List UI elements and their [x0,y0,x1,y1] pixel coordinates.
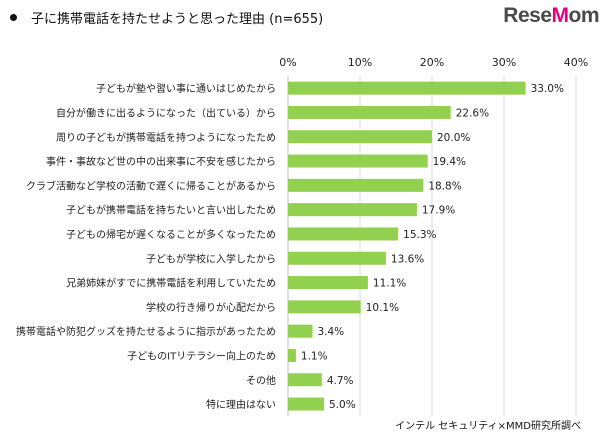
category-label: 兄弟姉妹がすでに携帯電話を利用していたため [66,277,276,290]
value-label: 4.7% [327,375,354,387]
category-labels: 子どもが塾や習い事に通いはじめたから自分が働きに出るようになった（出ている）から… [16,82,276,411]
bar [288,276,368,290]
value-label: 5.0% [329,399,356,411]
bar [288,203,417,217]
chart-title: 子に携帯電話を持たせようと思った理由 (n=655) [31,11,324,27]
category-label: 子どもの帰宅が遅くなることが多くなったため [66,228,276,241]
bullet-icon [10,13,17,21]
logo-text-accent: M [551,4,570,27]
bar [288,373,322,387]
bar [288,397,324,411]
category-label: 子どものITリテラシー向上のため [127,349,276,362]
value-label: 17.9% [422,205,455,217]
value-label: 19.4% [433,156,466,168]
tick-label: 40% [564,56,588,69]
tick-label: 10% [348,56,372,69]
logo-text-end: om [568,4,600,27]
value-label: 22.6% [456,107,489,119]
value-labels: 33.0% 22.6% 20.0% 19.4% 18.8% 17.9% 15.3% 13.6%… [301,83,564,411]
bars [288,81,526,411]
bar [288,227,399,241]
category-label: 子どもが学校に入学したから [146,252,276,265]
bar [288,348,296,362]
category-label: 特に理由はない [206,398,276,411]
category-label: 携帯電話や防犯グッズを持たせるように指示があったため [16,325,276,338]
category-label: 子どもが携帯電話を持ちたいと言い出したため [66,204,276,217]
bar [288,105,451,119]
value-label: 18.8% [428,180,461,192]
bar [288,324,313,338]
category-label: その他 [246,374,276,387]
bar [288,251,386,265]
resemom-logo: ReseMom [503,4,599,28]
value-label: 13.6% [391,253,424,265]
title-row: 子に携帯電話を持たせようと思った理由 (n=655) [10,6,323,28]
bar [288,130,432,144]
logo-text-main: Rese [503,4,552,27]
value-label: 10.1% [366,302,399,314]
category-label: 自分が働きに出るようになった（出ている）から [56,106,276,119]
value-label: 33.0% [531,83,564,95]
category-label: 事件・事故など世の中の出来事に不安を感じたから [46,155,276,168]
grid-layer [287,76,577,417]
tick-label: 0% [279,56,296,69]
value-label: 20.0% [437,132,470,144]
category-label: 周りの子どもが携帯電話を持つようになったため [56,131,276,144]
tick-labels: 0% 10% 20% 30% 40% [279,56,588,69]
source-note: インテル セキュリティ×MMD研究所調べ [395,421,581,432]
bar [288,300,361,314]
bar [288,178,424,192]
category-label: 学校の行き帰りが心配だから [146,301,276,314]
value-label: 3.4% [317,326,344,338]
category-label: 子どもが塾や習い事に通いはじめたから [96,82,276,95]
tick-label: 20% [420,56,444,69]
bar [288,81,526,95]
tick-label: 30% [492,56,516,69]
category-label: クラブ活動など学校の活動で遅くに帰ることがあるから [26,179,276,192]
bar [288,154,428,168]
value-label: 1.1% [301,350,328,362]
value-label: 11.1% [373,278,406,290]
value-label: 15.3% [403,229,436,241]
